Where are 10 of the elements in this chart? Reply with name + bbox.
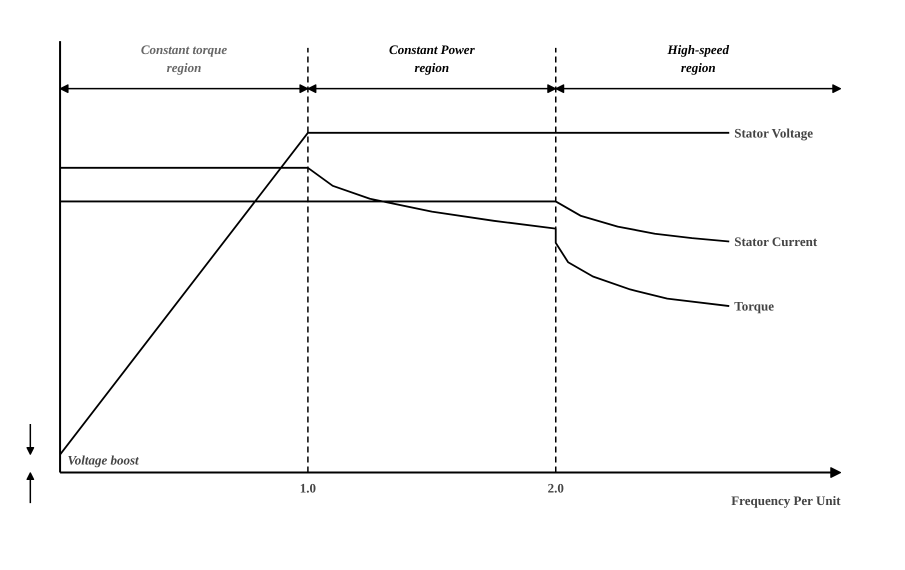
series-label: Stator Voltage	[734, 125, 814, 140]
text: Constant torque region	[140, 42, 228, 76]
text: Constant Power region	[389, 42, 476, 76]
x-axis-title: Frequency Per Unit	[731, 492, 842, 508]
text: High-speed region	[666, 42, 730, 76]
x-tick-label: 1.0	[300, 480, 316, 496]
series-label: Torque	[734, 298, 774, 314]
x-tick-label: 2.0	[548, 480, 564, 496]
series-label: Stator Current	[734, 234, 818, 250]
annotation: Voltage boost	[68, 452, 140, 468]
